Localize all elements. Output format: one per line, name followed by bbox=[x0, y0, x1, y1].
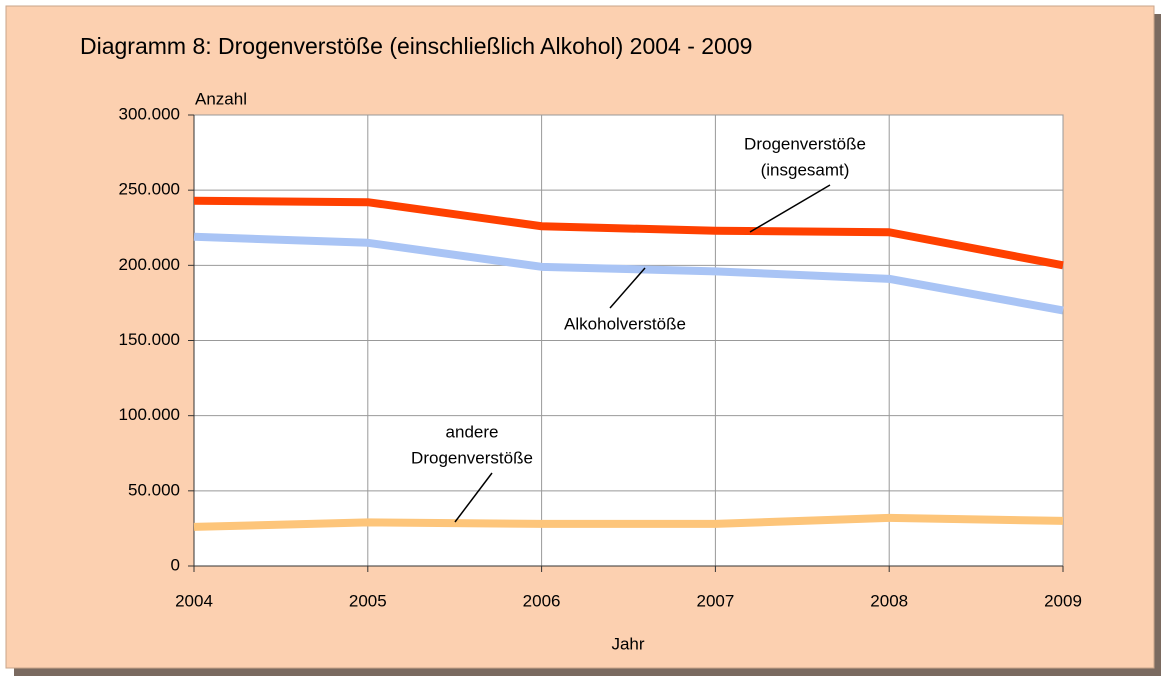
y-tick-label: 150.000 bbox=[119, 330, 180, 349]
y-tick-label: 50.000 bbox=[128, 480, 180, 499]
y-axis-label: Anzahl bbox=[195, 89, 247, 108]
series-label: Drogenverstöße bbox=[411, 448, 533, 467]
x-tick-label: 2006 bbox=[523, 591, 561, 610]
x-tick-label: 2008 bbox=[870, 591, 908, 610]
series-line bbox=[193, 196, 1064, 270]
annotation-pointer bbox=[749, 184, 831, 233]
y-tick-label: 250.000 bbox=[119, 180, 180, 199]
y-tick-label: 200.000 bbox=[119, 255, 180, 274]
x-tick-label: 2009 bbox=[1044, 591, 1082, 610]
chart-title: Diagramm 8: Drogenverstöße (einschließli… bbox=[80, 33, 752, 59]
y-tick-label: 300.000 bbox=[119, 104, 180, 123]
x-tick-label: 2004 bbox=[175, 591, 213, 610]
series-label: andere bbox=[446, 422, 499, 441]
annotation-pointer bbox=[609, 267, 646, 309]
x-tick-label: 2005 bbox=[349, 591, 387, 610]
series-line bbox=[193, 513, 1064, 531]
series-label: Drogenverstöße bbox=[744, 134, 866, 153]
y-tick-label: 100.000 bbox=[119, 405, 180, 424]
series-label: (insgesamt) bbox=[761, 160, 850, 179]
annotation-pointer bbox=[454, 472, 493, 523]
series-line bbox=[193, 232, 1064, 315]
series-label: Alkoholverstöße bbox=[564, 314, 686, 333]
x-tick-label: 2007 bbox=[696, 591, 734, 610]
x-axis-label: Jahr bbox=[611, 634, 644, 653]
y-tick-label: 0 bbox=[171, 555, 180, 574]
